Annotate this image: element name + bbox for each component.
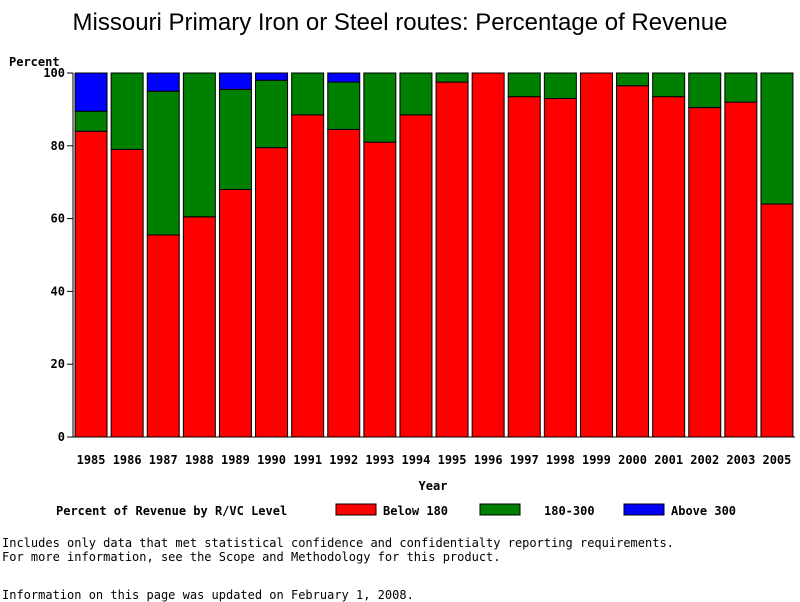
bar-segment-1997-below-180: [507, 96, 541, 438]
bar-segment-1989-180-300: [218, 88, 252, 190]
bar-segment-2000-below-180: [616, 85, 650, 438]
updated-note: Information on this page was updated on …: [2, 588, 414, 602]
bar-segment-1985-above-300: [74, 72, 108, 112]
bar-segment-1996-below-180: [471, 72, 505, 438]
bar-segment-1989-below-180: [218, 188, 252, 438]
bar-segment-1992-above-300: [327, 72, 361, 83]
footnote-line-2: For more information, see the Scope and …: [2, 550, 501, 564]
bar-segment-1986-180-300: [110, 72, 144, 150]
bar-segment-1992-180-300: [327, 81, 361, 130]
bar-segment-1985-180-300: [74, 110, 108, 132]
footnote-line-1: Includes only data that met statistical …: [2, 536, 674, 550]
bar-segment-1994-180-300: [399, 72, 433, 116]
bar-segment-1991-180-300: [291, 72, 325, 116]
bar-segment-1990-below-180: [255, 147, 289, 438]
legend-swatch-180-300: [479, 503, 521, 516]
bar-segment-1988-below-180: [182, 216, 216, 438]
bars-group: [74, 72, 794, 438]
bar-segment-1990-180-300: [255, 79, 289, 149]
bar-segment-1990-above-300: [255, 72, 289, 81]
bar-segment-2005-180-300: [760, 72, 794, 205]
legend-label-above-300: Above 300: [671, 504, 736, 518]
bar-segment-1999-below-180: [579, 72, 613, 438]
bar-segment-1998-below-180: [543, 97, 577, 438]
x-tick-label-1991: 1991: [293, 453, 322, 467]
legend-label-below-180: Below 180: [383, 504, 448, 518]
y-tick-label-20: 20: [51, 357, 65, 371]
x-tick-label-1993: 1993: [365, 453, 394, 467]
x-tick-label-1985: 1985: [77, 453, 106, 467]
bar-segment-1995-180-300: [435, 72, 469, 83]
bar-segment-2002-180-300: [688, 72, 722, 109]
bar-segment-1991-below-180: [291, 114, 325, 438]
x-tick-label-1986: 1986: [113, 453, 142, 467]
bar-segment-1994-below-180: [399, 114, 433, 438]
bar-segment-1988-180-300: [182, 72, 216, 218]
x-tick-label-1992: 1992: [329, 453, 358, 467]
x-tick-label-1999: 1999: [582, 453, 611, 467]
x-tick-label-1990: 1990: [257, 453, 286, 467]
axes-group: [72, 73, 795, 438]
bar-segment-2003-180-300: [724, 72, 758, 103]
legend-swatch-above-300: [623, 503, 665, 516]
bar-segment-2002-below-180: [688, 107, 722, 438]
bar-segment-1993-180-300: [363, 72, 397, 143]
bar-segment-1987-above-300: [146, 72, 180, 92]
x-tick-label-2002: 2002: [690, 453, 719, 467]
y-tick-label-0: 0: [58, 430, 65, 444]
x-tick-label-2001: 2001: [654, 453, 683, 467]
y-tick-label-60: 60: [51, 212, 65, 226]
x-axis-label: Year: [419, 479, 448, 493]
bar-segment-1992-below-180: [327, 128, 361, 438]
bar-segment-1987-below-180: [146, 234, 180, 438]
x-tick-label-1995: 1995: [438, 453, 467, 467]
y-tick-label-40: 40: [51, 284, 65, 298]
bar-segment-1998-180-300: [543, 72, 577, 99]
y-ticks-group: 0 20 40 60 80 100: [43, 66, 73, 444]
bar-segment-2000-180-300: [616, 72, 650, 87]
bar-segment-2001-180-300: [652, 72, 686, 98]
y-tick-label-100: 100: [43, 66, 65, 80]
bar-segment-1997-180-300: [507, 72, 541, 98]
x-tick-label-1989: 1989: [221, 453, 250, 467]
bar-segment-1986-below-180: [110, 148, 144, 438]
x-tick-label-1998: 1998: [546, 453, 575, 467]
bar-segment-2005-below-180: [760, 203, 794, 438]
x-tick-label-1994: 1994: [401, 453, 430, 467]
x-tick-label-1997: 1997: [510, 453, 539, 467]
legend-label-180-300: 180-300: [544, 504, 595, 518]
legend: Percent of Revenue by R/VC Level Below 1…: [56, 503, 736, 518]
x-tick-label-2005: 2005: [762, 453, 791, 467]
x-tick-label-2003: 2003: [726, 453, 755, 467]
x-ticks-group: 1985 1986 1987 1988 1989 1990 1991 1992 1993 1994…: [77, 453, 792, 467]
bar-segment-2003-below-180: [724, 101, 758, 438]
x-tick-label-2000: 2000: [618, 453, 647, 467]
x-tick-label-1996: 1996: [474, 453, 503, 467]
bar-segment-1993-below-180: [363, 141, 397, 438]
bar-segment-1987-180-300: [146, 90, 180, 236]
bar-segment-1995-below-180: [435, 81, 469, 438]
chart-title: Missouri Primary Iron or Steel routes: P…: [73, 9, 728, 36]
y-tick-label-80: 80: [51, 139, 65, 153]
x-tick-label-1988: 1988: [185, 453, 214, 467]
y-axis-label: Percent: [9, 55, 60, 69]
footnote: Includes only data that met statistical …: [2, 536, 674, 564]
bar-segment-2001-below-180: [652, 96, 686, 438]
bar-segment-1989-above-300: [218, 72, 252, 90]
legend-title: Percent of Revenue by R/VC Level: [56, 504, 287, 518]
x-tick-label-1987: 1987: [149, 453, 178, 467]
legend-swatch-below-180: [335, 503, 377, 516]
bar-segment-1985-below-180: [74, 130, 108, 438]
